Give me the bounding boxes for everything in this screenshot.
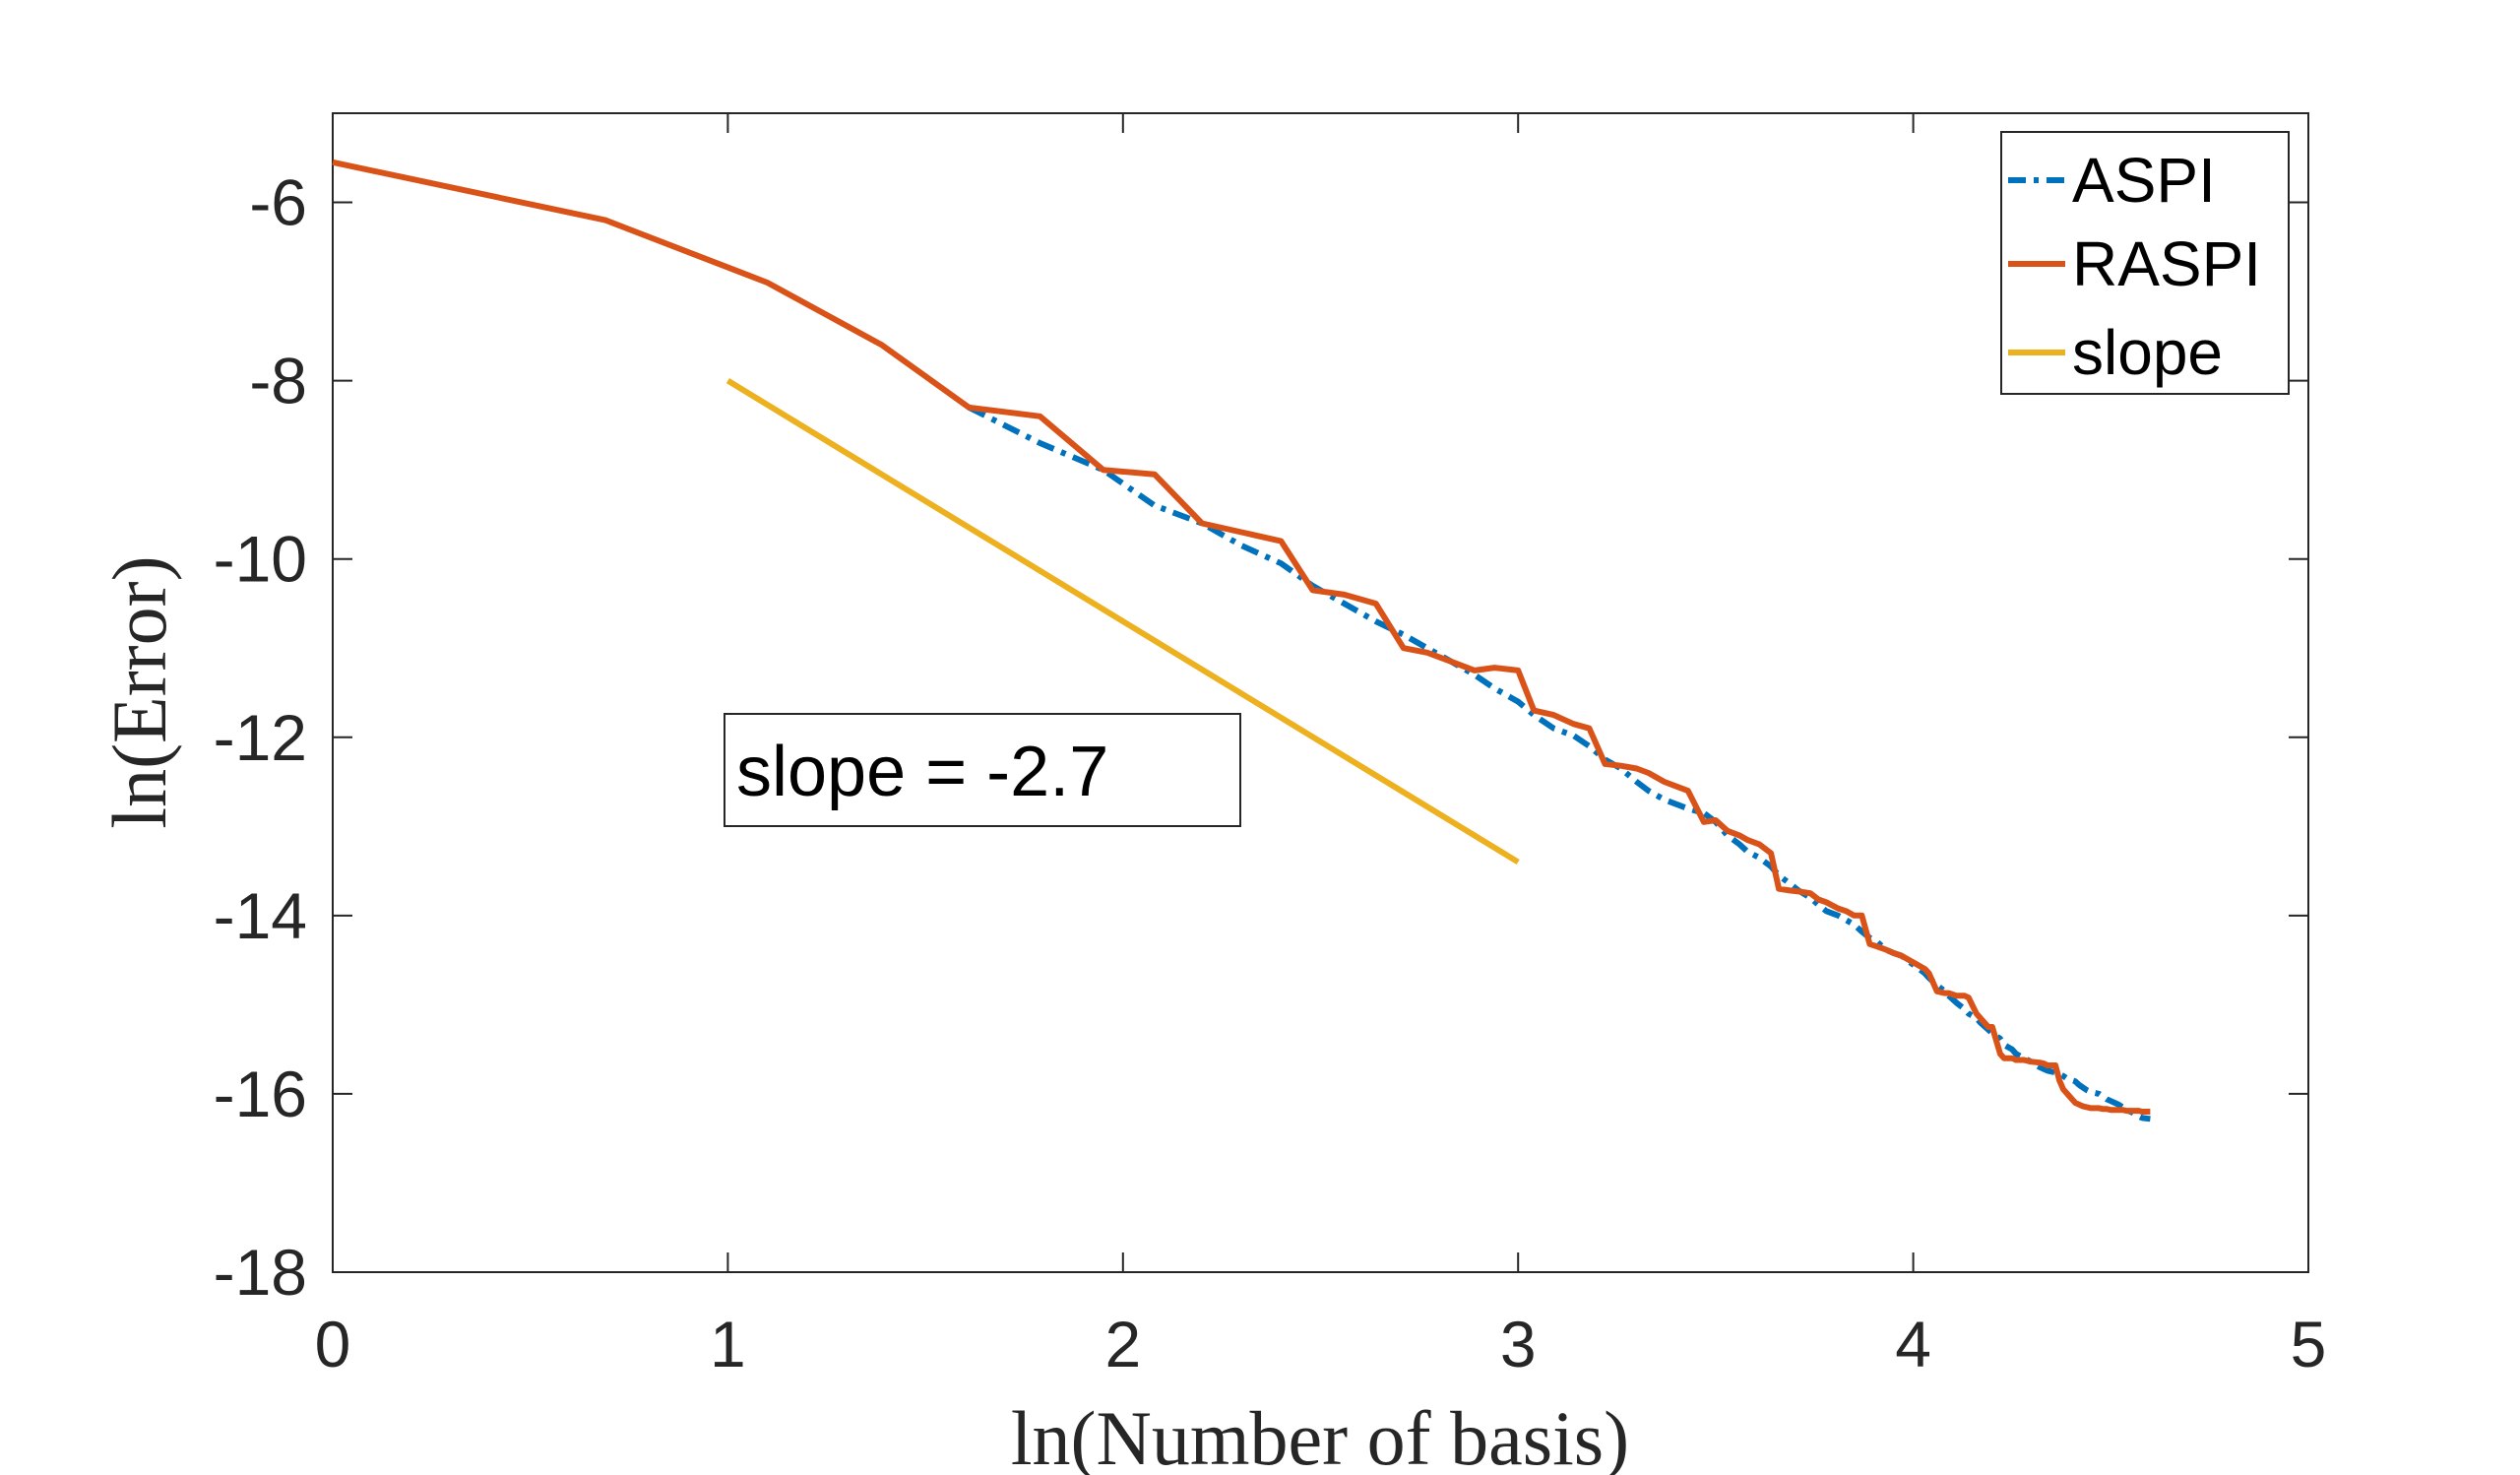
annotation-text: slope = -2.7 (736, 733, 1108, 811)
x-axis-title: ln(Number of basis) (1011, 1395, 1629, 1475)
y-axis-ticks: -18 -16 -14 -12 -10 -8 -6 (214, 166, 2308, 1309)
x-tick-label: 2 (1104, 1308, 1141, 1380)
x-tick-label: 5 (2291, 1308, 2327, 1380)
x-tick-label: 3 (1500, 1308, 1537, 1380)
y-tick-label: -8 (249, 345, 307, 417)
y-tick-label: -14 (214, 879, 307, 952)
series-line-slope (725, 378, 1520, 866)
legend-raspi-label: RASPI (2072, 228, 2261, 299)
y-axis-title: ln(Error) (96, 555, 182, 828)
y-tick-label: -6 (249, 166, 307, 239)
legend-slope-label: slope (2072, 317, 2223, 388)
series-line-raspi (332, 159, 2151, 1115)
series-layer (332, 159, 2151, 1122)
y-tick-label: -12 (214, 701, 307, 774)
y-tick-label: -16 (214, 1058, 307, 1130)
x-axis-ticks: 0 1 2 3 4 5 (315, 113, 2327, 1380)
plot-area (332, 112, 2309, 1273)
y-tick-label: -18 (214, 1236, 307, 1309)
x-tick-label: 0 (315, 1308, 351, 1380)
legend-aspi-label: ASPI (2072, 145, 2216, 216)
legend: ASPI RASPI slope (2000, 131, 2290, 395)
x-tick-label: 1 (710, 1308, 746, 1380)
annotation-box: slope = -2.7 (724, 713, 1241, 827)
annotation-frame (724, 713, 1241, 827)
x-tick-label: 4 (1895, 1308, 1931, 1380)
y-tick-label: -10 (214, 523, 307, 596)
